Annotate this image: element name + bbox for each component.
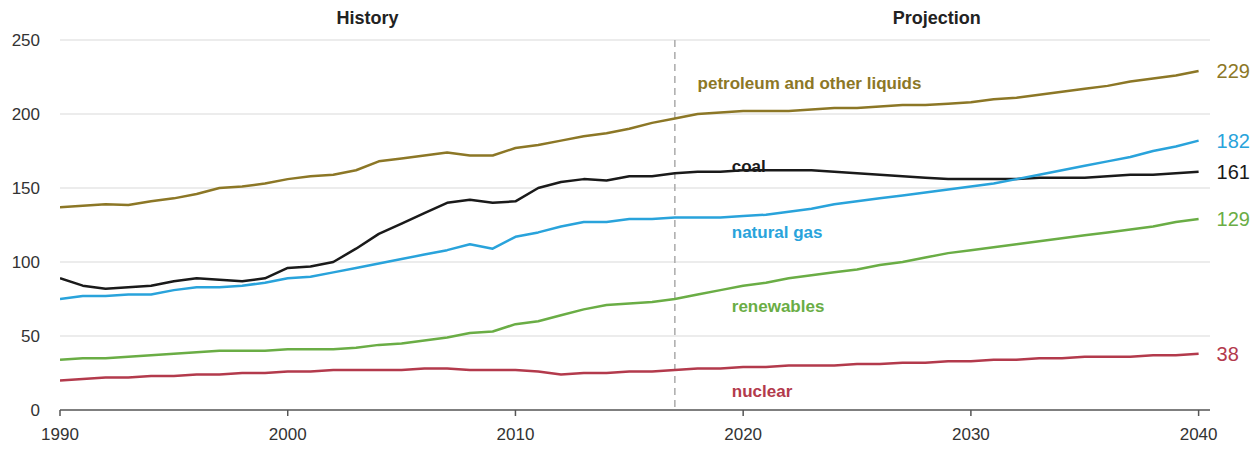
y-tick-label: 0	[31, 401, 40, 420]
series-label: natural gas	[732, 223, 823, 242]
y-tick-label: 250	[12, 31, 40, 50]
x-tick	[515, 410, 517, 416]
y-tick-label: 50	[21, 327, 40, 346]
series-label: renewables	[732, 297, 825, 316]
y-tick-label: 200	[12, 105, 40, 124]
y-tick-label: 100	[12, 253, 40, 272]
end-label: 38	[1217, 343, 1239, 365]
y-tick-label: 150	[12, 179, 40, 198]
lines	[60, 71, 1199, 380]
x-tick-label: 2010	[497, 425, 535, 444]
x-tick-label: 2040	[1180, 425, 1218, 444]
end-label: 229	[1217, 60, 1250, 82]
x-tick-label: 2000	[269, 425, 307, 444]
series-label: coal	[732, 157, 766, 176]
section-header: Projection	[893, 8, 981, 28]
section-header: History	[336, 8, 398, 28]
chart: 0 50 100 150 200 250 1990 2000 2010 2020 2030 2040 H…	[0, 0, 1250, 458]
series-line	[60, 354, 1199, 381]
end-label: 161	[1217, 161, 1250, 183]
series-label: petroleum and other liquids	[698, 74, 922, 93]
grid-line	[60, 262, 1210, 263]
x-tick	[287, 410, 289, 416]
grid-line	[60, 336, 1210, 337]
series-label: nuclear	[732, 382, 793, 401]
divider	[674, 40, 676, 410]
series-line	[60, 170, 1199, 288]
series-line	[60, 141, 1199, 299]
end-label: 129	[1217, 208, 1250, 230]
series-line	[60, 71, 1199, 207]
end-label: 182	[1217, 130, 1250, 152]
series-line	[60, 219, 1199, 360]
grid-line	[60, 40, 1210, 41]
x-tick-label: 2020	[724, 425, 762, 444]
x-tick-label: 2030	[952, 425, 990, 444]
grid-line	[60, 114, 1210, 115]
x-tick	[970, 410, 972, 416]
x-axis	[60, 409, 1210, 411]
x-tick	[742, 410, 744, 416]
x-tick	[59, 410, 61, 416]
x-tick	[1198, 410, 1200, 416]
x-tick-label: 1990	[41, 425, 79, 444]
